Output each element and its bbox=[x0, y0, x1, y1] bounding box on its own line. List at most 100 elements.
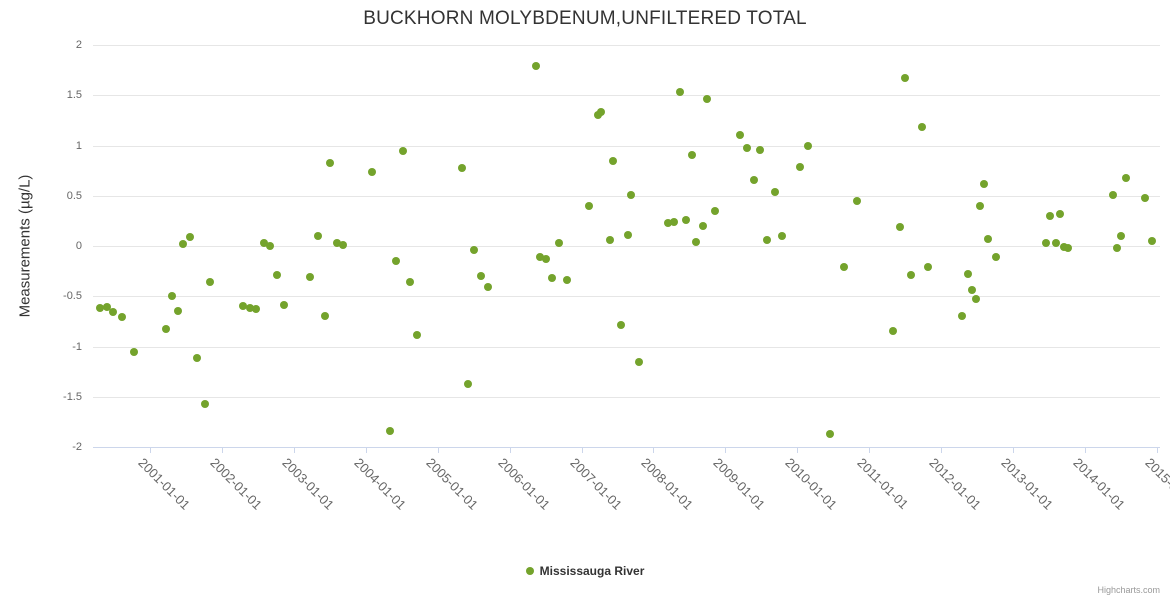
legend-item[interactable]: Mississauga River bbox=[0, 564, 1170, 578]
data-point[interactable] bbox=[980, 180, 988, 188]
data-point[interactable] bbox=[984, 235, 992, 243]
data-point[interactable] bbox=[314, 232, 322, 240]
data-point[interactable] bbox=[321, 312, 329, 320]
data-point[interactable] bbox=[796, 163, 804, 171]
data-point[interactable] bbox=[617, 321, 625, 329]
data-point[interactable] bbox=[96, 304, 104, 312]
data-point[interactable] bbox=[260, 239, 268, 247]
data-point[interactable] bbox=[273, 271, 281, 279]
data-point[interactable] bbox=[771, 188, 779, 196]
data-point[interactable] bbox=[174, 307, 182, 315]
data-point[interactable] bbox=[901, 74, 909, 82]
data-point[interactable] bbox=[1109, 191, 1117, 199]
data-point[interactable] bbox=[280, 301, 288, 309]
data-point[interactable] bbox=[763, 236, 771, 244]
data-point[interactable] bbox=[692, 238, 700, 246]
data-point[interactable] bbox=[889, 327, 897, 335]
data-point[interactable] bbox=[368, 168, 376, 176]
data-point[interactable] bbox=[688, 151, 696, 159]
highcharts-credit-link[interactable]: Highcharts.com bbox=[1097, 585, 1160, 595]
data-point[interactable] bbox=[464, 380, 472, 388]
data-point[interactable] bbox=[206, 278, 214, 286]
data-point[interactable] bbox=[736, 131, 744, 139]
data-point[interactable] bbox=[676, 88, 684, 96]
data-point[interactable] bbox=[470, 246, 478, 254]
data-point[interactable] bbox=[130, 348, 138, 356]
data-point[interactable] bbox=[109, 308, 117, 316]
data-point[interactable] bbox=[972, 295, 980, 303]
data-point[interactable] bbox=[624, 231, 632, 239]
data-point[interactable] bbox=[406, 278, 414, 286]
data-point[interactable] bbox=[826, 430, 834, 438]
data-point[interactable] bbox=[162, 325, 170, 333]
data-point[interactable] bbox=[1141, 194, 1149, 202]
x-axis-tick-label: 2013-01-01 bbox=[998, 455, 1057, 513]
data-point[interactable] bbox=[179, 240, 187, 248]
data-point[interactable] bbox=[743, 144, 751, 152]
data-point[interactable] bbox=[536, 253, 544, 261]
data-point[interactable] bbox=[1113, 244, 1121, 252]
data-point[interactable] bbox=[711, 207, 719, 215]
data-point[interactable] bbox=[548, 274, 556, 282]
data-point[interactable] bbox=[306, 273, 314, 281]
data-point[interactable] bbox=[896, 223, 904, 231]
data-point[interactable] bbox=[399, 147, 407, 155]
data-point[interactable] bbox=[976, 202, 984, 210]
data-point[interactable] bbox=[756, 146, 764, 154]
data-point[interactable] bbox=[333, 239, 341, 247]
data-point[interactable] bbox=[670, 218, 678, 226]
data-point[interactable] bbox=[458, 164, 466, 172]
data-point[interactable] bbox=[103, 303, 111, 311]
data-point[interactable] bbox=[664, 219, 672, 227]
data-point[interactable] bbox=[907, 271, 915, 279]
data-point[interactable] bbox=[918, 123, 926, 131]
data-point[interactable] bbox=[778, 232, 786, 240]
data-point[interactable] bbox=[597, 108, 605, 116]
data-point[interactable] bbox=[542, 255, 550, 263]
data-point[interactable] bbox=[1052, 239, 1060, 247]
data-point[interactable] bbox=[968, 286, 976, 294]
data-point[interactable] bbox=[1117, 232, 1125, 240]
data-point[interactable] bbox=[532, 62, 540, 70]
data-point[interactable] bbox=[682, 216, 690, 224]
data-point[interactable] bbox=[555, 239, 563, 247]
data-point[interactable] bbox=[477, 272, 485, 280]
data-point[interactable] bbox=[585, 202, 593, 210]
data-point[interactable] bbox=[186, 233, 194, 241]
data-point[interactable] bbox=[606, 236, 614, 244]
data-point[interactable] bbox=[1046, 212, 1054, 220]
data-point[interactable] bbox=[1042, 239, 1050, 247]
data-point[interactable] bbox=[246, 304, 254, 312]
data-point[interactable] bbox=[964, 270, 972, 278]
data-point[interactable] bbox=[699, 222, 707, 230]
data-point[interactable] bbox=[413, 331, 421, 339]
data-point[interactable] bbox=[703, 95, 711, 103]
data-point[interactable] bbox=[392, 257, 400, 265]
data-point[interactable] bbox=[266, 242, 274, 250]
data-point[interactable] bbox=[239, 302, 247, 310]
data-point[interactable] bbox=[339, 241, 347, 249]
data-point[interactable] bbox=[484, 283, 492, 291]
data-point[interactable] bbox=[853, 197, 861, 205]
data-point[interactable] bbox=[1056, 210, 1064, 218]
data-point[interactable] bbox=[1148, 237, 1156, 245]
data-point[interactable] bbox=[386, 427, 394, 435]
data-point[interactable] bbox=[326, 159, 334, 167]
data-point[interactable] bbox=[924, 263, 932, 271]
data-point[interactable] bbox=[563, 276, 571, 284]
data-point[interactable] bbox=[992, 253, 1000, 261]
data-point[interactable] bbox=[635, 358, 643, 366]
data-point[interactable] bbox=[804, 142, 812, 150]
data-point[interactable] bbox=[627, 191, 635, 199]
data-point[interactable] bbox=[118, 313, 126, 321]
data-point[interactable] bbox=[252, 305, 260, 313]
data-point[interactable] bbox=[750, 176, 758, 184]
data-point[interactable] bbox=[1122, 174, 1130, 182]
data-point[interactable] bbox=[840, 263, 848, 271]
data-point[interactable] bbox=[193, 354, 201, 362]
data-point[interactable] bbox=[1064, 244, 1072, 252]
data-point[interactable] bbox=[958, 312, 966, 320]
data-point[interactable] bbox=[168, 292, 176, 300]
data-point[interactable] bbox=[201, 400, 209, 408]
data-point[interactable] bbox=[609, 157, 617, 165]
